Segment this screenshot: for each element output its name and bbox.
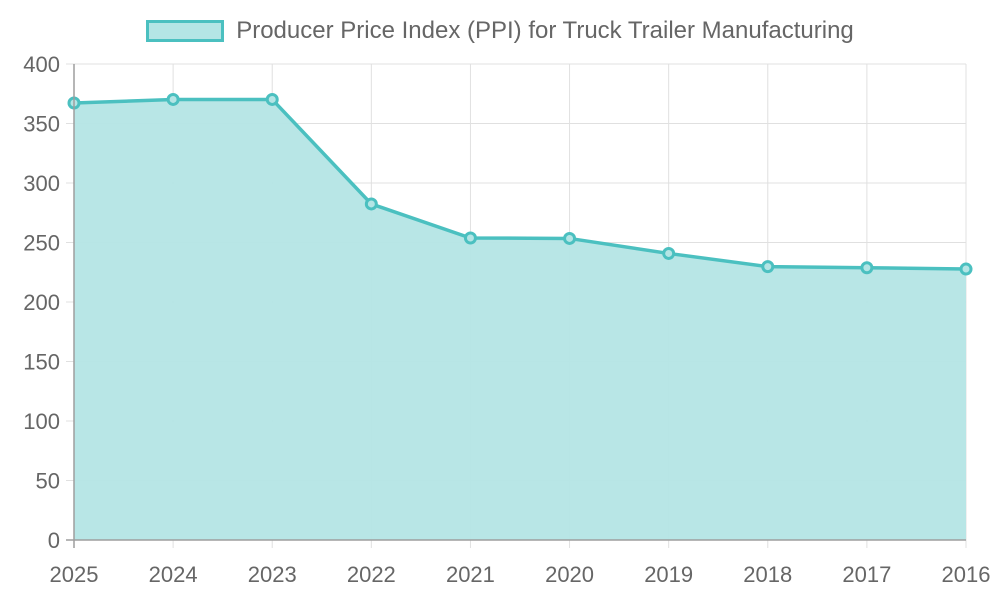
y-tick-label: 150 bbox=[23, 350, 60, 375]
x-tick-label: 2019 bbox=[644, 562, 693, 587]
y-tick-label: 100 bbox=[23, 409, 60, 434]
y-tick-label: 0 bbox=[48, 528, 60, 553]
data-point[interactable] bbox=[662, 246, 676, 260]
x-tick-label: 2021 bbox=[446, 562, 495, 587]
x-tick-label: 2018 bbox=[743, 562, 792, 587]
x-tick-label: 2024 bbox=[149, 562, 198, 587]
data-point[interactable] bbox=[860, 261, 874, 275]
chart-legend[interactable]: Producer Price Index (PPI) for Truck Tra… bbox=[0, 17, 1000, 45]
x-tick-label: 2017 bbox=[842, 562, 891, 587]
y-tick-label: 200 bbox=[23, 290, 60, 315]
data-point[interactable] bbox=[959, 262, 973, 276]
axes bbox=[66, 64, 966, 548]
x-tick-label: 2022 bbox=[347, 562, 396, 587]
x-tick-label: 2016 bbox=[942, 562, 991, 587]
x-tick-label: 2025 bbox=[50, 562, 99, 587]
y-tick-label: 350 bbox=[23, 112, 60, 137]
data-point[interactable] bbox=[463, 231, 477, 245]
x-tick-label: 2023 bbox=[248, 562, 297, 587]
legend-swatch bbox=[146, 20, 225, 42]
x-axis-labels: 2025 2024 2023 2022 2021 2020 2019 2018 2017 2016 bbox=[50, 562, 991, 587]
data-point[interactable] bbox=[563, 231, 577, 245]
data-point[interactable] bbox=[761, 260, 775, 274]
series-line bbox=[73, 97, 967, 271]
x-tick-label: 2020 bbox=[545, 562, 594, 587]
data-point[interactable] bbox=[166, 92, 180, 106]
y-tick-label: 250 bbox=[23, 231, 60, 256]
y-tick-label: 300 bbox=[23, 171, 60, 196]
data-point[interactable] bbox=[364, 197, 378, 211]
data-point[interactable] bbox=[265, 92, 279, 106]
y-axis-labels: 0 50 100 150 200 250 300 350 400 bbox=[23, 52, 60, 553]
area-fill bbox=[74, 99, 966, 540]
y-tick-label: 400 bbox=[23, 52, 60, 77]
y-tick-label: 50 bbox=[36, 469, 60, 494]
legend-label: Producer Price Index (PPI) for Truck Tra… bbox=[236, 17, 854, 44]
